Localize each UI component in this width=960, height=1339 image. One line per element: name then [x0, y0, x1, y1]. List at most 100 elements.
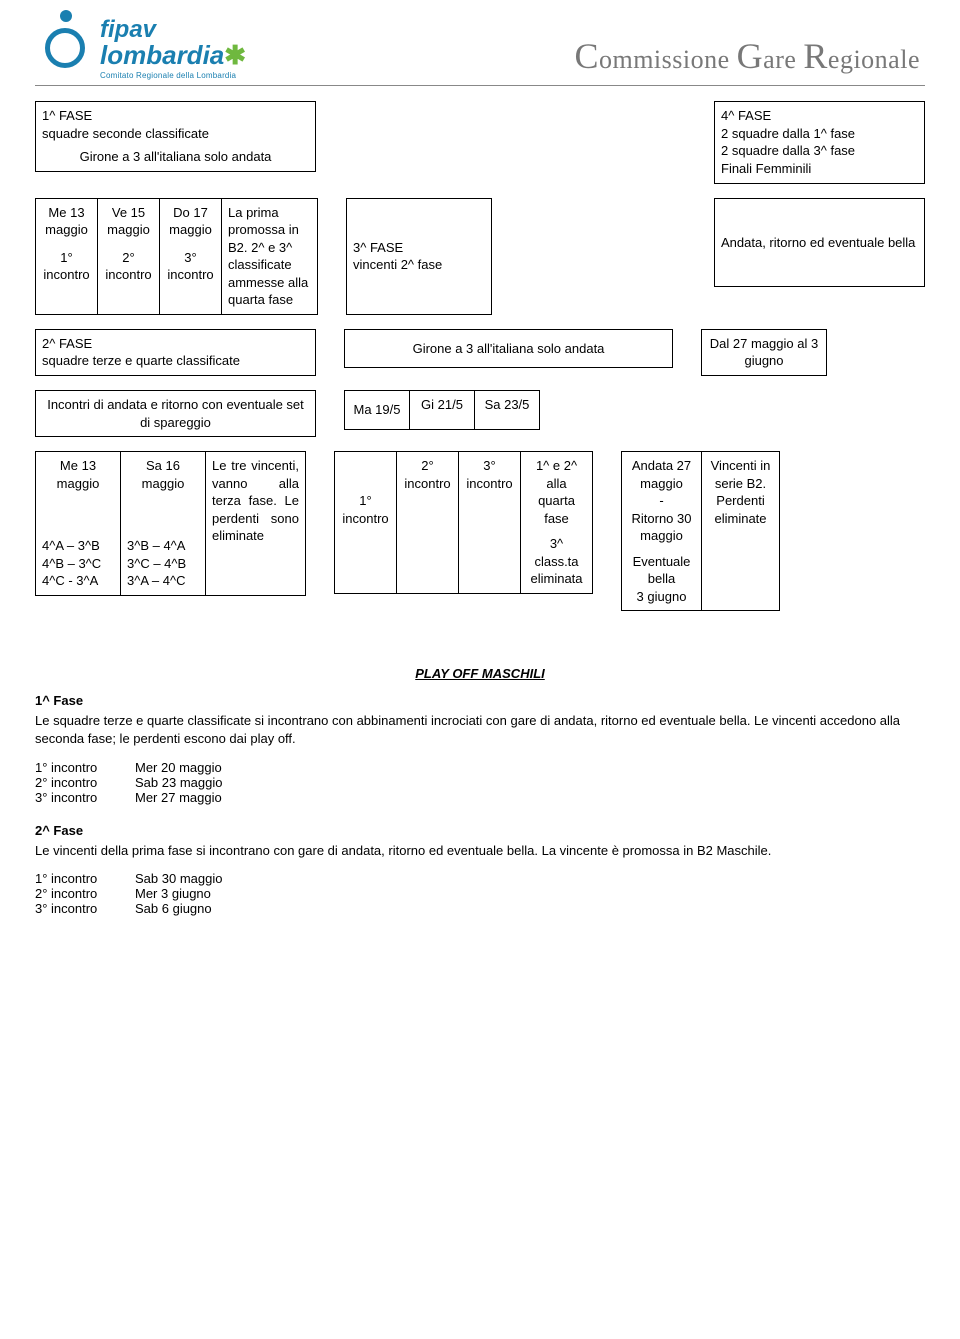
schedule-date: Sab 30 maggio: [135, 871, 222, 886]
page-content: 1^ FASE squadre seconde classificate Gir…: [0, 101, 960, 941]
r5c6-i: incontro: [465, 475, 514, 493]
header-right-title: Commissione Gare Regionale: [574, 10, 920, 77]
row1-right-table: 4^ FASE 2 squadre dalla 1^ fase 2 squadr…: [714, 101, 925, 183]
schedule-row: 1° incontro Mer 20 maggio: [35, 760, 925, 775]
fase1-schedule: 1° incontro Mer 20 maggio 2° incontro Sab 2…: [35, 760, 925, 805]
r4-d2: Gi 21/5: [410, 390, 475, 429]
r2c2-date: Ve 15: [104, 204, 153, 222]
r2c4-text: La prima promossa in B2. 2^ e 3^ classif…: [222, 198, 318, 314]
row4-mid-table: Ma 19/5 Gi 21/5 Sa 23/5: [344, 390, 540, 430]
r2c1-inc: incontro: [42, 266, 91, 284]
fase1-sub: squadre seconde classificate: [42, 125, 309, 143]
schedule-date: Sab 23 maggio: [135, 775, 222, 790]
schedule-label: 2° incontro: [35, 886, 125, 901]
row2-wrap: Me 13 maggio 1° incontro Ve 15 maggio 2°…: [35, 198, 925, 315]
fase2-text: Le vincenti della prima fase si incontra…: [35, 842, 925, 860]
schedule-label: 1° incontro: [35, 871, 125, 886]
schedule-date: Mer 20 maggio: [135, 760, 222, 775]
r5c4-n: 1°: [341, 492, 390, 510]
r2c5-title: 3^ FASE: [353, 239, 485, 257]
r5c5-n: 2°: [403, 457, 452, 475]
fase4-l2: 2 squadre dalla 3^ fase: [721, 142, 918, 160]
r5c7-b: 3^ class.ta eliminata: [527, 535, 586, 588]
page-header: fipav lombardia✱ Comitato Regionale dell…: [0, 0, 960, 85]
row1-wrap: 1^ FASE squadre seconde classificate Gir…: [35, 101, 925, 183]
r4-left: Incontri di andata e ritorno con eventua…: [36, 390, 316, 436]
r5c7-a: 1^ e 2^ alla quarta fase: [527, 457, 586, 527]
r4-d1: Ma 19/5: [345, 390, 410, 429]
header-divider: [35, 85, 925, 86]
r2c3-inc: incontro: [166, 266, 215, 284]
schedule-label: 3° incontro: [35, 901, 125, 916]
schedule-row: 1° incontro Sab 30 maggio: [35, 871, 925, 886]
r2c3-num: 3°: [166, 249, 215, 267]
schedule-row: 2° incontro Mer 3 giugno: [35, 886, 925, 901]
r5c9-a: Vincenti in serie B2.: [708, 457, 773, 492]
row5-right-table: Andata 27 maggio - Ritorno 30 maggio Eve…: [621, 451, 780, 611]
logo-x-icon: ✱: [224, 40, 246, 70]
fase4-l1: 2 squadre dalla 1^ fase: [721, 125, 918, 143]
r3-sub: squadre terze e quarte classificate: [42, 352, 309, 370]
r2c2-inc: incontro: [104, 266, 153, 284]
row2-left-table: Me 13 maggio 1° incontro Ve 15 maggio 2°…: [35, 198, 318, 315]
r5c8-a: Andata 27 maggio: [628, 457, 695, 492]
schedule-date: Mer 3 giugno: [135, 886, 211, 901]
row3-mid-table: Girone a 3 all'italiana solo andata: [344, 329, 673, 369]
logo-subtitle: Comitato Regionale della Lombardia: [100, 71, 246, 80]
r5c2-month: maggio: [127, 475, 199, 493]
row1-left-table: 1^ FASE squadre seconde classificate Gir…: [35, 101, 316, 172]
schedule-row: 3° incontro Sab 6 giugno: [35, 901, 925, 916]
row3-right-table: Dal 27 maggio al 3 giugno: [701, 329, 827, 376]
fase1-title: 1^ Fase: [35, 693, 925, 708]
logo-text-bottom: lombardia: [100, 40, 224, 70]
fase2-title: 2^ Fase: [35, 823, 925, 838]
schedule-row: 2° incontro Sab 23 maggio: [35, 775, 925, 790]
fase1-text: Le squadre terze e quarte classificate s…: [35, 712, 925, 747]
fase4-l3: Finali Femminili: [721, 160, 918, 178]
r2c1-month: maggio: [42, 221, 91, 239]
r4-d3: Sa 23/5: [475, 390, 540, 429]
fase4-title: 4^ FASE: [721, 107, 918, 125]
logo-left: fipav lombardia✱ Comitato Regionale dell…: [35, 10, 246, 80]
logo-mark: [35, 10, 95, 70]
r5c6-n: 3°: [465, 457, 514, 475]
row4-left-table: Incontri di andata e ritorno con eventua…: [35, 390, 316, 437]
r3-title: 2^ FASE: [42, 335, 309, 353]
row4-wrap: Incontri di andata e ritorno con eventua…: [35, 390, 925, 437]
row2-right-table: Andata, ritorno ed eventuale bella: [714, 198, 925, 288]
row5-wrap: Me 13 maggio 4^A – 3^B 4^B – 3^C 4^C - 3…: [35, 451, 925, 611]
r5c1-date: Me 13: [42, 457, 114, 475]
row3-left-table: 2^ FASE squadre terze e quarte classific…: [35, 329, 316, 376]
r5c1-month: maggio: [42, 475, 114, 493]
r5c8-b: Ritorno 30 maggio: [628, 510, 695, 545]
logo-text-top: fipav: [100, 10, 246, 40]
r2c1-date: Me 13: [42, 204, 91, 222]
r2c3-month: maggio: [166, 221, 215, 239]
r5c2-m3: 3^A – 4^C: [127, 572, 199, 590]
schedule-label: 3° incontro: [35, 790, 125, 805]
fase1-girone: Girone a 3 all'italiana solo andata: [42, 148, 309, 166]
r5c1-m2: 4^B – 3^C: [42, 555, 114, 573]
r2c3-date: Do 17: [166, 204, 215, 222]
row3-wrap: 2^ FASE squadre terze e quarte classific…: [35, 329, 925, 376]
schedule-label: 2° incontro: [35, 775, 125, 790]
schedule-date: Mer 27 maggio: [135, 790, 222, 805]
r3-dates: Dal 27 maggio al 3 giugno: [702, 329, 827, 375]
r5c1-m1: 4^A – 3^B: [42, 537, 114, 555]
r2c2-num: 2°: [104, 249, 153, 267]
schedule-row: 3° incontro Mer 27 maggio: [35, 790, 925, 805]
r5c2-date: Sa 16: [127, 457, 199, 475]
r5c9-b: Perdenti eliminate: [708, 492, 773, 527]
fase2-schedule: 1° incontro Sab 30 maggio 2° incontro Mer 3…: [35, 871, 925, 916]
fase1-title: 1^ FASE: [42, 107, 309, 125]
r5c1-m3: 4^C - 3^A: [42, 572, 114, 590]
r5c8-d: 3 giugno: [628, 588, 695, 606]
r5c5-i: incontro: [403, 475, 452, 493]
schedule-date: Sab 6 giugno: [135, 901, 212, 916]
r2c6-text: Andata, ritorno ed eventuale bella: [715, 198, 925, 287]
r2c5-text: vincenti 2^ fase: [353, 256, 485, 274]
r5c3-text: Le tre vincenti, vanno alla terza fase. …: [206, 452, 306, 596]
row2-mid-table: 3^ FASE vincenti 2^ fase: [346, 198, 492, 315]
r2c1-num: 1°: [42, 249, 91, 267]
schedule-label: 1° incontro: [35, 760, 125, 775]
